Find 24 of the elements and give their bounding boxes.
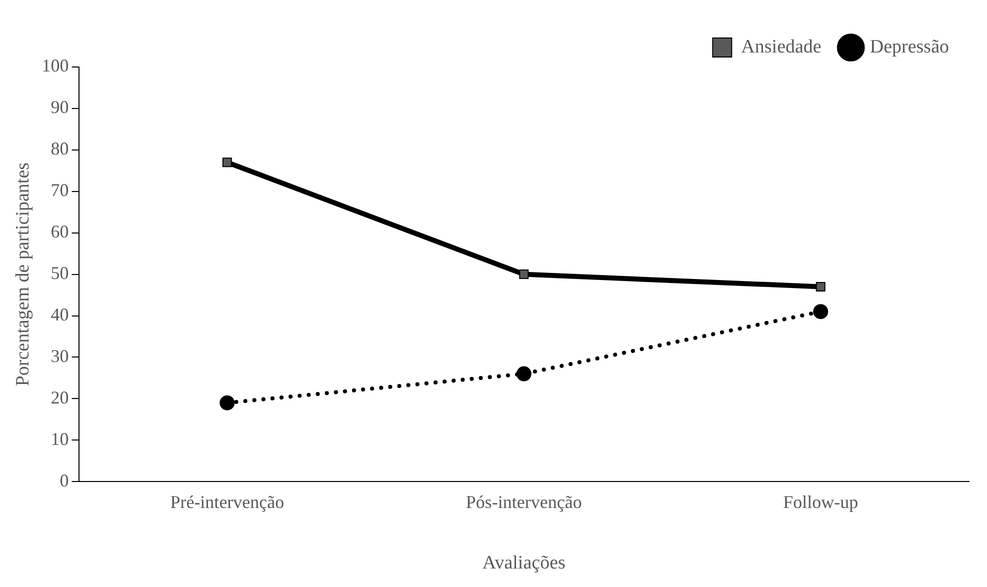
y-axis-title: Porcentagem de participantes bbox=[12, 162, 34, 386]
y-tick-label: 60 bbox=[50, 222, 69, 242]
point bbox=[222, 158, 232, 168]
x-axis-title: Avaliações bbox=[482, 552, 566, 574]
y-tick-label: 80 bbox=[50, 138, 69, 159]
legend-label: Ansiedade bbox=[741, 36, 822, 58]
point bbox=[220, 395, 235, 410]
point bbox=[519, 270, 529, 280]
y-tick-label: 50 bbox=[50, 263, 69, 284]
y-tick-label: 20 bbox=[50, 387, 69, 408]
y-tick-label: 90 bbox=[50, 97, 69, 118]
legend-label: Depressão bbox=[870, 36, 950, 58]
x-tick-label: Pré-intervenção bbox=[170, 492, 284, 512]
x-tick-label: Pós-intervenção bbox=[466, 492, 582, 512]
y-tick-label: 10 bbox=[50, 428, 69, 449]
point bbox=[813, 304, 828, 320]
y-tick-label: 30 bbox=[50, 346, 69, 366]
y-tick-label: 0 bbox=[60, 470, 69, 490]
y-tick-label: 100 bbox=[42, 56, 69, 76]
y-tick-label: 40 bbox=[50, 304, 69, 324]
x-tick-label: Follow-up bbox=[783, 492, 858, 512]
point bbox=[816, 282, 826, 292]
point bbox=[516, 366, 532, 382]
y-tick-label: 70 bbox=[50, 180, 69, 200]
